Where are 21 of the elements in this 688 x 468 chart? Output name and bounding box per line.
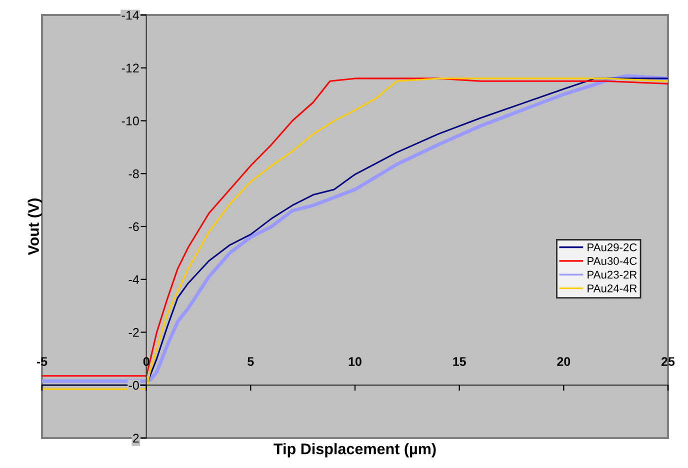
legend-label: PAu30-4C xyxy=(588,257,637,265)
y-tick-label: -6 xyxy=(128,222,139,232)
x-tick-label: -5 xyxy=(36,357,48,366)
y-axis-title: Vout (V) xyxy=(28,198,42,256)
y-tick-label: -2 xyxy=(128,328,139,337)
y-tick-label: -8 xyxy=(128,169,139,178)
legend-label: PAu29-2C xyxy=(588,243,637,252)
y-tick-label: -10 xyxy=(122,116,139,126)
legend-label: PAu24-4R xyxy=(588,284,637,292)
legend-label: PAu23-2R xyxy=(588,270,637,279)
x-tick-label: 5 xyxy=(248,357,254,366)
x-tick-label: 25 xyxy=(661,357,675,366)
y-tick-label: 2 xyxy=(133,434,139,443)
x-tick-label: 20 xyxy=(557,357,570,366)
y-tick-label: -12 xyxy=(122,64,139,72)
x-tick-label: 15 xyxy=(453,357,466,366)
x-tick-label: 10 xyxy=(348,357,362,366)
x-axis-title: Tip Displacement (µm) xyxy=(274,443,436,458)
y-tick-label: -14 xyxy=(122,10,140,20)
y-tick-label: -0 xyxy=(128,380,139,390)
y-tick-label: -4 xyxy=(128,275,140,284)
